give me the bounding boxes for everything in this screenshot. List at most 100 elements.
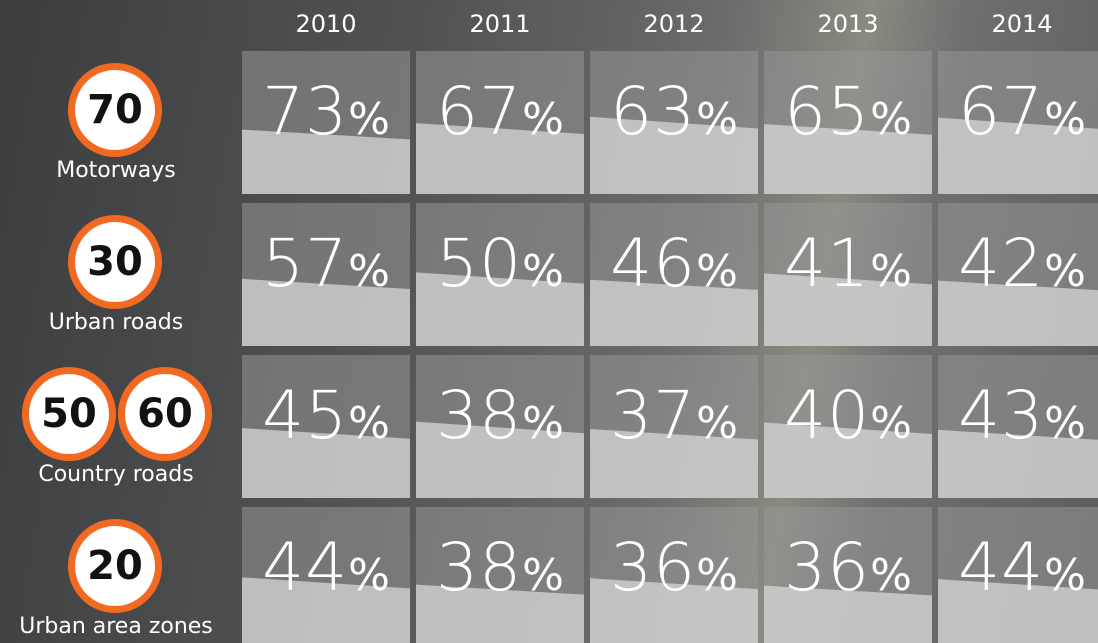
table-cell: 44% [938,507,1098,643]
column-header: 2013 [817,10,879,38]
value-unit: % [1044,94,1086,145]
cell-value: 46% [590,225,758,302]
value-unit: % [870,246,912,297]
table-cell: 45% [242,355,410,498]
cell-band [416,272,584,346]
cell-value: 44% [938,529,1098,606]
cell-band [590,116,758,194]
cell-band [416,421,584,498]
column-header: 2011 [469,10,531,38]
row-label: Urban area zones [19,614,213,639]
cell-value: 45% [242,377,410,454]
value-unit: % [522,246,564,297]
value-number: 65 [784,73,871,150]
value-number: 37 [610,377,697,454]
table-cell: 73% [242,51,410,194]
table-cell: 36% [590,507,758,643]
value-number: 42 [958,225,1045,302]
row-label: Country roads [38,462,194,487]
speed-sign: 60 [118,367,212,461]
value-number: 44 [262,529,349,606]
cell-band [590,578,758,643]
value-unit: % [348,94,390,145]
table-cell: 67% [416,51,584,194]
table-cell: 36% [764,507,932,643]
value-number: 67 [436,73,523,150]
value-unit: % [1044,246,1086,297]
value-number: 57 [262,225,349,302]
value-number: 36 [610,529,697,606]
cell-value: 44% [242,529,410,606]
row-label: Urban roads [48,310,184,335]
table-cell: 57% [242,203,410,346]
cell-band [764,422,932,498]
cell-band [764,124,932,194]
value-unit: % [522,550,564,601]
cell-band [590,279,758,346]
value-unit: % [1044,398,1086,449]
cell-band [416,584,584,643]
value-unit: % [348,398,390,449]
cell-band [242,577,410,643]
cell-value: 73% [242,73,410,150]
table-cell: 44% [242,507,410,643]
table-cell: 65% [764,51,932,194]
value-number: 67 [958,73,1045,150]
value-unit: % [870,94,912,145]
value-unit: % [1044,550,1086,601]
value-unit: % [522,398,564,449]
cell-value: 42% [938,225,1098,302]
value-number: 36 [784,529,871,606]
cell-value: 67% [938,73,1098,150]
table-cell: 38% [416,355,584,498]
value-unit: % [696,398,738,449]
value-number: 41 [784,225,871,302]
cell-value: 38% [416,377,584,454]
value-number: 43 [958,377,1045,454]
table-cell: 63% [590,51,758,194]
cell-value: 67% [416,73,584,150]
value-number: 45 [262,377,349,454]
cell-value: 57% [242,225,410,302]
value-number: 38 [436,529,523,606]
table-cell: 46% [590,203,758,346]
value-number: 44 [958,529,1045,606]
value-number: 38 [436,377,523,454]
value-number: 40 [784,377,871,454]
cell-value: 50% [416,225,584,302]
cell-value: 65% [764,73,932,150]
value-unit: % [870,398,912,449]
value-unit: % [522,94,564,145]
cell-value: 41% [764,225,932,302]
value-unit: % [348,550,390,601]
row-label: Motorways [56,158,176,183]
cell-value: 43% [938,377,1098,454]
cell-value: 40% [764,377,932,454]
table-cell: 42% [938,203,1098,346]
cell-value: 36% [764,529,932,606]
table-cell: 43% [938,355,1098,498]
cell-band [764,273,932,346]
cell-band [938,117,1098,194]
speed-sign: 30 [68,215,162,309]
value-number: 46 [610,225,697,302]
cell-band [938,429,1098,498]
value-unit: % [696,550,738,601]
cell-value: 37% [590,377,758,454]
cell-value: 38% [416,529,584,606]
value-number: 50 [436,225,523,302]
cell-band [242,278,410,346]
table-cell: 50% [416,203,584,346]
cell-band [242,428,410,498]
cell-band [416,123,584,194]
cell-band [764,585,932,643]
value-number: 73 [262,73,349,150]
table-cell: 40% [764,355,932,498]
table-cell: 41% [764,203,932,346]
table-cell: 67% [938,51,1098,194]
cell-band [242,129,410,194]
value-unit: % [870,550,912,601]
column-header: 2012 [643,10,705,38]
value-unit: % [348,246,390,297]
